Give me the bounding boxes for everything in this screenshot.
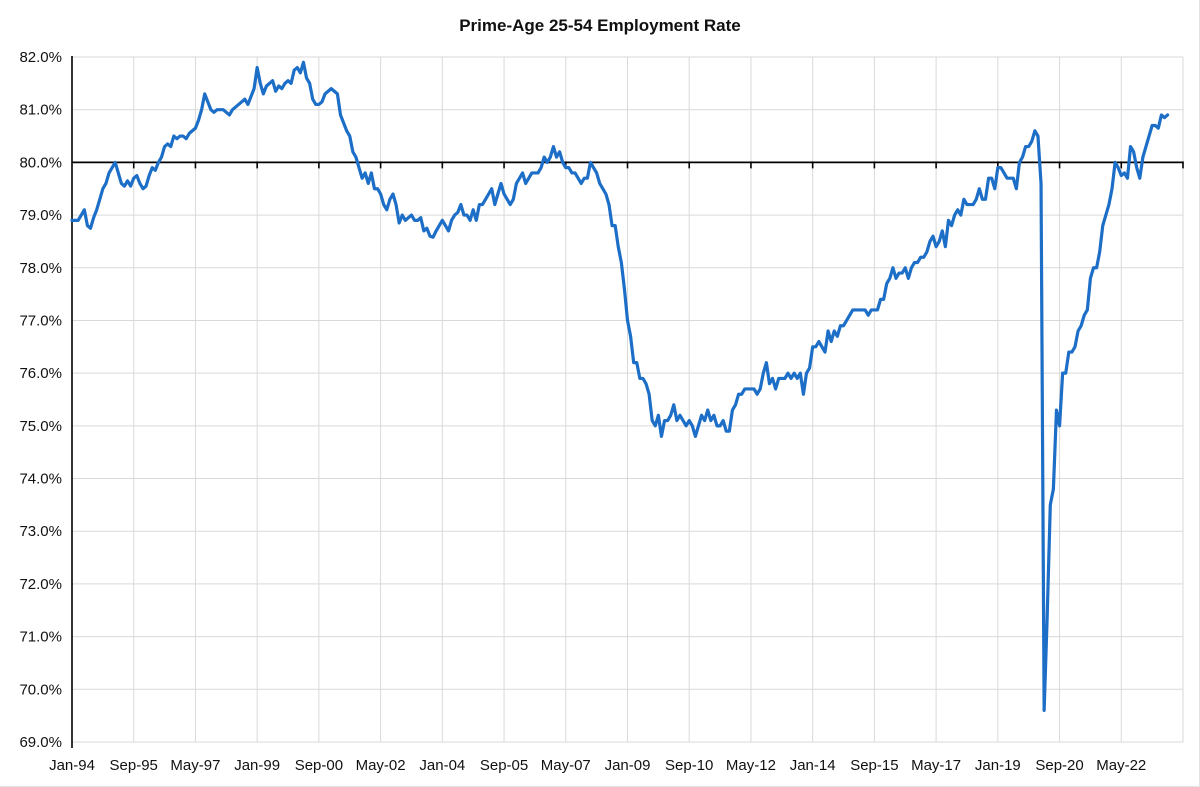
x-tick-label: May-22 [1096,757,1146,774]
y-tick-label: 70.0% [19,681,62,698]
x-tick-label: May-97 [170,757,220,774]
chart-title: Prime-Age 25-54 Employment Rate [459,16,741,35]
x-tick-label: Jan-14 [790,757,836,774]
x-tick-label: Jan-99 [234,757,280,774]
y-tick-label: 72.0% [19,576,62,593]
reference-line-80pct [72,161,1184,169]
y-tick-label: 81.0% [19,102,62,119]
y-tick-label: 69.0% [19,734,62,751]
y-tick-label: 80.0% [19,154,62,171]
x-tick-label: Sep-15 [850,757,898,774]
x-tick-label: May-17 [911,757,961,774]
y-tick-label: 82.0% [19,49,62,66]
y-tick-label: 75.0% [19,418,62,435]
employment-rate-series-line [70,60,1170,712]
x-tick-label: Sep-00 [295,757,343,774]
x-axis-labels: Jan-94 Sep-95 May-97 Jan-99 Sep-00 May-02 Jan-… [49,757,1146,774]
vertical-gridlines [133,57,1184,742]
x-tick-label: May-12 [726,757,776,774]
y-axis-labels: 82.0% 81.0% 80.0% 79.0% 78.0% 77.0% 76.0% 75.0%… [19,49,62,751]
y-tick-label: 71.0% [19,629,62,646]
y-tick-label: 74.0% [19,471,62,488]
x-tick-label: Sep-10 [665,757,713,774]
x-tick-label: Jan-09 [605,757,651,774]
x-tick-label: Sep-20 [1035,757,1083,774]
y-tick-label: 73.0% [19,523,62,540]
x-tick-label: Sep-95 [110,757,158,774]
y-tick-label: 78.0% [19,260,62,277]
y-tick-label: 77.0% [19,312,62,329]
y-tick-label: 76.0% [19,365,62,382]
x-tick-label: Jan-19 [975,757,1021,774]
x-tick-label: May-02 [356,757,406,774]
x-tick-label: May-07 [541,757,591,774]
x-tick-label: Jan-04 [419,757,465,774]
x-tick-label: Sep-05 [480,757,528,774]
y-tick-label: 79.0% [19,207,62,224]
x-tick-label: Jan-94 [49,757,95,774]
